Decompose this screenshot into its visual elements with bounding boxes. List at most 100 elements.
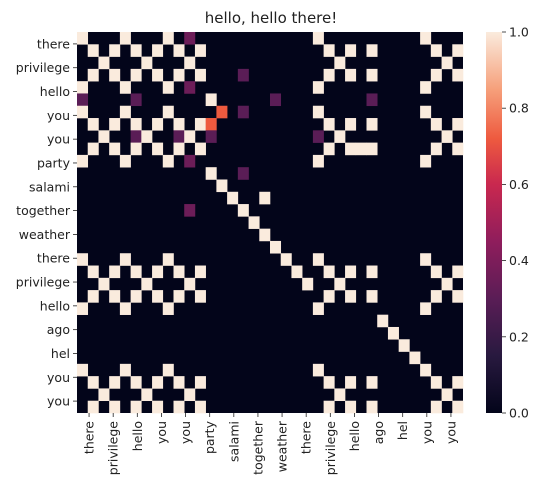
heatmap-cell (152, 69, 163, 82)
heatmap-cell (77, 364, 88, 377)
heatmap-cell (141, 130, 152, 143)
heatmap-cell (163, 106, 174, 119)
heatmap-cell (345, 401, 356, 414)
heatmap-cell (131, 44, 142, 57)
heatmap-cell (431, 290, 442, 303)
y-tick-label: together (16, 203, 71, 218)
x-tick-label: there (299, 421, 314, 454)
heatmap-cell (313, 106, 324, 119)
heatmap-cell (184, 81, 195, 94)
heatmap-cell (313, 81, 324, 94)
heatmap-cell (77, 32, 88, 45)
x-tick-label: salami (226, 421, 241, 462)
colorbar-ticks: 0.0 0.2 0.4 0.6 0.8 1.0 (502, 25, 529, 421)
heatmap-cell (141, 57, 152, 70)
x-tick-label: there (82, 421, 97, 454)
y-tick-label: ago (47, 322, 70, 337)
y-tick-label: you (47, 370, 70, 385)
heatmap-cell (174, 69, 185, 82)
heatmap-cell (420, 302, 431, 315)
x-tick-label: you (154, 421, 169, 444)
heatmap-cell (88, 118, 99, 131)
heatmap-cell (88, 44, 99, 57)
y-tick-label: salami (29, 179, 70, 194)
heatmap-cell (131, 401, 142, 414)
heatmap-cell (131, 118, 142, 131)
heatmap-cell (109, 290, 120, 303)
heatmap-cell (206, 93, 217, 106)
heatmap-cell (109, 376, 120, 389)
heatmap-cell (141, 278, 152, 291)
heatmap-cell (388, 327, 399, 340)
heatmap-cell (174, 290, 185, 303)
y-tick-label: hello (40, 84, 70, 99)
x-tick-label: you (443, 421, 458, 444)
heatmap-cell (313, 155, 324, 168)
heatmap-cell (174, 118, 185, 131)
heatmap-cell (77, 93, 88, 106)
heatmap-cell (184, 57, 195, 70)
heatmap-cell (334, 278, 345, 291)
heatmap-cell (452, 69, 463, 82)
heatmap-cell (334, 388, 345, 401)
heatmap-cell (152, 44, 163, 57)
heatmap-cell (431, 376, 442, 389)
x-tick-label: you (178, 421, 193, 444)
heatmap-cell (216, 106, 227, 119)
heatmap-cell (356, 143, 367, 156)
colorbar-tick-label: 0.0 (509, 406, 529, 421)
y-tick-label: party (37, 155, 71, 170)
heatmap-cell (120, 302, 131, 315)
heatmap-cell (120, 253, 131, 266)
heatmap-cell (345, 143, 356, 156)
heatmap-cell (195, 44, 206, 57)
heatmap-cell (206, 118, 217, 131)
heatmap-cell (77, 81, 88, 94)
heatmap-cell (324, 143, 335, 156)
heatmap-cell (452, 44, 463, 57)
heatmap-cell (291, 266, 302, 279)
y-tick-label: you (47, 132, 70, 147)
heatmap-cell (270, 93, 281, 106)
heatmap-cell (88, 143, 99, 156)
heatmap-cell (345, 290, 356, 303)
heatmap-cell (270, 241, 281, 254)
heatmap-cell (98, 130, 109, 143)
heatmap-cell (367, 44, 378, 57)
heatmap-cell (98, 57, 109, 70)
heatmap-cell (259, 192, 270, 205)
heatmap-cell (98, 278, 109, 291)
heatmap-cell (88, 69, 99, 82)
heatmap-cell (431, 143, 442, 156)
heatmap-cell (131, 376, 142, 389)
heatmap-cell (163, 155, 174, 168)
heatmap-cell (163, 81, 174, 94)
heatmap-cell (324, 118, 335, 131)
y-tick-label: weather (19, 227, 71, 242)
heatmap-cell (452, 401, 463, 414)
heatmap-cell (152, 266, 163, 279)
colorbar-tick-label: 0.8 (509, 101, 529, 116)
heatmap-cell (152, 143, 163, 156)
x-tick-label: privilege (323, 421, 338, 476)
heatmap-cell (88, 376, 99, 389)
heatmap-cell (345, 44, 356, 57)
heatmap-cell (120, 364, 131, 377)
heatmap-cell (334, 57, 345, 70)
heatmap-cell (163, 32, 174, 45)
heatmap-cell (88, 401, 99, 414)
heatmap-cell (345, 376, 356, 389)
heatmap-cell (109, 69, 120, 82)
heatmap-cell (324, 290, 335, 303)
heatmap-cell (238, 106, 249, 119)
heatmap-cell (313, 32, 324, 45)
heatmap-cell (367, 93, 378, 106)
heatmap-cell (367, 118, 378, 131)
heatmap-cell (452, 266, 463, 279)
chart-title: hello, hello there! (205, 9, 338, 27)
heatmap-cell (442, 388, 453, 401)
heatmap-cell (131, 93, 142, 106)
heatmap-cell (174, 401, 185, 414)
heatmap-cell (452, 118, 463, 131)
x-tick-label: hel (395, 421, 410, 440)
